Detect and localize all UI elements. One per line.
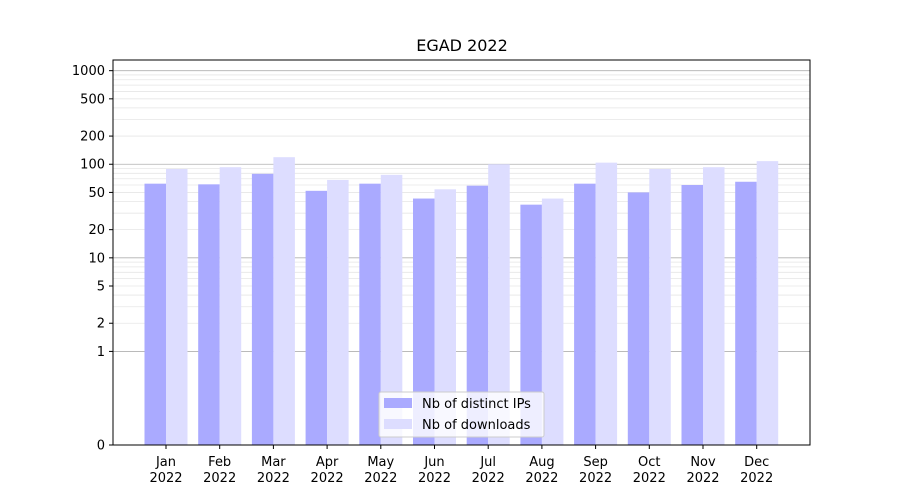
bar-downloads-nov — [703, 167, 725, 446]
y-tick-label: 0 — [97, 439, 105, 454]
x-tick-label-year: 2022 — [257, 471, 290, 486]
x-tick-label-month: Jan — [155, 455, 176, 470]
y-tick-label: 500 — [80, 92, 105, 107]
y-axis: 0 1 2 5 10 20 50 100 200 500 1000 — [72, 64, 113, 454]
x-tick-label-month: Jul — [479, 455, 496, 470]
bar-distinct-ips-mar — [251, 173, 274, 446]
x-tick-label-month: Dec — [744, 455, 769, 470]
x-tick-label-year: 2022 — [686, 471, 719, 486]
bar-distinct-ips-nov — [681, 185, 703, 445]
bar-downloads-sep — [595, 162, 618, 445]
bar-distinct-ips-sep — [574, 183, 596, 445]
legend-swatch — [384, 398, 412, 408]
y-tick-label: 5 — [97, 280, 105, 295]
bar-downloads-apr — [327, 179, 349, 445]
x-tick-label-year: 2022 — [364, 471, 397, 486]
x-tick-label-year: 2022 — [149, 471, 182, 486]
x-tick-label-month: Mar — [261, 455, 286, 470]
y-tick-label: 1000 — [72, 64, 105, 79]
plot-frame — [112, 59, 811, 446]
bar-distinct-ips-apr — [305, 190, 328, 445]
x-tick-label-year: 2022 — [740, 471, 773, 486]
x-tick-label-month: Oct — [638, 455, 660, 470]
legend: Nb of distinct IPs Nb of downloads — [378, 391, 545, 438]
x-tick-label-month: Feb — [208, 455, 231, 470]
legend-box — [378, 391, 545, 438]
x-tick-label-month: May — [367, 455, 394, 470]
y-tick-label: 200 — [80, 130, 105, 145]
x-tick-label-month: Jun — [423, 455, 444, 470]
x-tick-label-month: Apr — [316, 455, 339, 470]
x-tick-label-year: 2022 — [525, 471, 558, 486]
bar-distinct-ips-jun — [413, 198, 435, 445]
y-tick-label: 2 — [97, 317, 105, 332]
x-tick-label-year: 2022 — [472, 471, 505, 486]
bar-distinct-ips-may — [359, 183, 381, 445]
x-tick-label-year: 2022 — [203, 471, 236, 486]
x-tick-label-year: 2022 — [633, 471, 666, 486]
bar-distinct-ips-oct — [627, 192, 650, 445]
bar-downloads-jan — [166, 168, 188, 445]
y-tick-label: 100 — [80, 158, 105, 173]
x-tick-label-year: 2022 — [311, 471, 344, 486]
y-tick-label: 10 — [88, 251, 105, 266]
chart-title: EGAD 2022 — [416, 36, 508, 55]
bar-downloads-feb — [219, 167, 242, 446]
y-tick-label: 20 — [88, 223, 105, 238]
y-tick-label: 1 — [97, 345, 105, 360]
x-tick-label-month: Sep — [583, 455, 608, 470]
bar-downloads-may — [380, 174, 403, 445]
bar-distinct-ips-dec — [735, 181, 757, 446]
x-tick-label-year: 2022 — [579, 471, 612, 486]
bar-downloads-oct — [649, 168, 671, 445]
bar-downloads-dec — [756, 161, 779, 445]
x-tick-label-month: Aug — [529, 455, 554, 470]
legend-swatch — [384, 419, 412, 429]
y-tick-label: 50 — [88, 186, 105, 201]
bar-downloads-jun — [434, 189, 456, 445]
legend-label: Nb of distinct IPs — [422, 397, 531, 412]
bar-distinct-ips-feb — [198, 184, 220, 445]
bar-downloads-jul — [488, 164, 510, 445]
x-tick-label-month: Nov — [690, 455, 716, 470]
legend-label: Nb of downloads — [422, 418, 531, 433]
bar-downloads-aug — [541, 198, 564, 445]
bars — [144, 157, 779, 446]
x-tick-label-year: 2022 — [418, 471, 451, 486]
bar-distinct-ips-jan — [144, 183, 166, 445]
bar-distinct-ips-jul — [466, 185, 489, 446]
bar-downloads-mar — [273, 157, 295, 445]
bar-distinct-ips-aug — [520, 204, 542, 445]
x-axis: Jan2022Feb2022Mar2022Apr2022May2022Jun20… — [149, 445, 773, 486]
